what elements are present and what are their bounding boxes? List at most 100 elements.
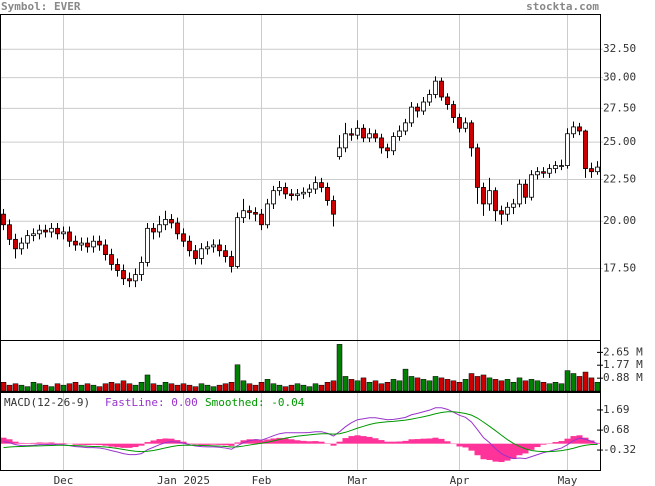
candle-body: [217, 244, 222, 252]
volume-bar: [252, 384, 259, 392]
candle-body: [367, 133, 372, 139]
volume-bar: [174, 384, 181, 392]
macd-histogram-bar: [234, 442, 241, 444]
volume-bar: [222, 383, 229, 392]
y-tick-label: 32.50: [603, 42, 636, 55]
volume-bar: [378, 383, 385, 392]
candle-body: [529, 174, 534, 198]
macd-histogram-bar: [360, 436, 367, 444]
candle-body: [517, 183, 522, 205]
candle-body: [343, 133, 348, 149]
candle-body: [583, 130, 588, 170]
macd-histogram-bar: [282, 438, 289, 444]
macd-histogram-bar: [576, 435, 583, 444]
volume-bar: [216, 384, 223, 392]
volume-bar: [444, 379, 451, 392]
candle-body: [463, 122, 468, 129]
volume-bar: [48, 386, 55, 392]
volume-panel: [0, 340, 601, 392]
volume-bar: [384, 382, 391, 392]
candle-body: [211, 244, 216, 248]
macd-histogram-bar: [444, 441, 451, 444]
candle-body: [169, 219, 174, 224]
candle-body: [373, 133, 378, 139]
candle-body: [589, 168, 594, 173]
volume-bar: [300, 384, 307, 392]
candle-body: [283, 187, 288, 195]
y-tick-label: 22.50: [603, 172, 636, 185]
candle-body: [361, 127, 366, 139]
volume-bar: [204, 384, 211, 392]
volume-bar: [540, 382, 547, 392]
y-tick-label: 2.65 M: [603, 345, 643, 358]
macd-histogram-bar: [582, 437, 589, 444]
candle-body: [55, 227, 60, 235]
candle-body: [559, 165, 564, 167]
macd-histogram-bar: [426, 438, 433, 444]
candle-body: [265, 203, 270, 226]
macd-histogram-bar: [588, 440, 595, 444]
candle-body: [121, 270, 126, 280]
macd-histogram-bar: [36, 442, 43, 444]
candle-body: [397, 130, 402, 137]
volume-bar: [192, 386, 199, 392]
macd-histogram-bar: [54, 443, 61, 444]
macd-histogram-bar: [438, 438, 445, 444]
macd-line: [3, 411, 598, 453]
candle-body: [325, 187, 330, 201]
volume-bar: [36, 383, 43, 392]
macd-histogram-bar: [246, 439, 253, 444]
macd-histogram-bar: [498, 443, 505, 463]
macd-histogram-bar: [396, 441, 403, 444]
candle-body: [7, 224, 12, 240]
volume-bar: [30, 382, 37, 392]
site-label: stockta.com: [526, 0, 599, 13]
candle-body: [277, 187, 282, 192]
macd-histogram-bar: [468, 443, 475, 451]
volume-bar: [438, 377, 445, 392]
macd-histogram-bar: [192, 443, 199, 445]
volume-bar: [264, 379, 271, 392]
volume-bar: [594, 382, 601, 392]
candle-body: [241, 210, 246, 219]
candle-body: [511, 203, 516, 208]
volume-bar: [348, 379, 355, 392]
candle-body: [457, 117, 462, 129]
volume-bar: [486, 377, 493, 392]
candle-body: [307, 188, 312, 193]
volume-bar: [24, 386, 31, 392]
y-tick-label: 27.50: [603, 101, 636, 114]
macd-histogram-bar: [222, 443, 229, 446]
macd-panel: [0, 392, 601, 471]
volume-bar: [240, 380, 247, 392]
candle-body: [37, 229, 42, 235]
candle-body: [151, 227, 156, 233]
volume-bar: [132, 384, 139, 392]
macd-histogram-bar: [30, 442, 37, 444]
macd-histogram-bar: [516, 443, 523, 456]
volume-bar: [162, 382, 169, 392]
volume-bar: [180, 383, 187, 392]
volume-bar: [54, 383, 61, 392]
macd-line: [3, 407, 598, 460]
macd-histogram-bar: [72, 443, 79, 445]
volume-bar: [552, 382, 559, 392]
volume-bar: [432, 376, 439, 392]
volume-bar: [42, 384, 49, 392]
candle-body: [163, 219, 168, 226]
candle-body: [109, 254, 114, 265]
volume-bar: [528, 379, 535, 392]
macd-histogram-bar: [318, 441, 325, 444]
panel-title: MACD(12-26-9): [4, 396, 90, 409]
x-tick-label: Mar: [348, 474, 368, 486]
macd-histogram-bar: [180, 441, 187, 444]
marks-layer: [0, 76, 601, 463]
volume-bar: [60, 384, 67, 392]
volume-bar: [408, 376, 415, 392]
macd-histogram-bar: [540, 443, 547, 445]
y-tick-label: 25.00: [603, 135, 636, 148]
macd-histogram-bar: [300, 440, 307, 444]
macd-histogram-bar: [204, 443, 211, 445]
macd-histogram-bar: [0, 437, 7, 444]
volume-bar: [246, 383, 253, 392]
